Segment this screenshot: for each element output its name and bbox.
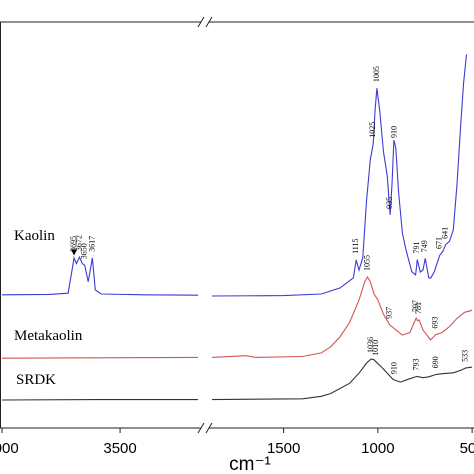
peak-label: 935 [385, 197, 394, 209]
axis-break [205, 16, 213, 28]
x-tick-label: 1500 [267, 440, 300, 457]
peak-label: 1010 [371, 340, 380, 356]
series-name: SRDK [16, 372, 56, 388]
x-tick-label: 3500 [103, 440, 136, 457]
peak-label: 1025 [368, 122, 377, 138]
spectrum-line [1, 358, 473, 401]
peak-label: 749 [420, 240, 429, 252]
x-tick-label: 4000 [0, 440, 19, 457]
peak-label: 781 [414, 302, 423, 314]
peak-label: 791 [412, 242, 421, 254]
peak-label: 793 [412, 358, 421, 370]
peak-label: 1055 [362, 255, 371, 271]
series-name: Kaolin [14, 228, 55, 244]
peak-label: 3650 [79, 243, 88, 259]
peak-label: 693 [431, 317, 440, 329]
x-tick-label: 500 [460, 440, 474, 457]
peak-label: 641 [440, 227, 449, 239]
peak-label: 671 [435, 237, 444, 249]
x-tick-label: 1000 [361, 440, 394, 457]
x-axis-label: cm⁻¹ [229, 454, 271, 474]
spectrum-line [1, 54, 468, 297]
peak-label: 937 [385, 307, 394, 319]
peak-label: 1036 [366, 337, 375, 353]
spectrum-line [1, 275, 473, 359]
axis-break [197, 422, 205, 434]
peak-label: 797 [411, 300, 420, 312]
axis-break [205, 422, 213, 434]
series-name: Metakaolin [14, 328, 83, 344]
peak-label: 910 [390, 126, 399, 138]
frame [0, 16, 474, 434]
peak-label: 3695 [69, 236, 78, 252]
peak-label: 1115 [351, 239, 360, 254]
peak-label: 690 [431, 356, 440, 368]
peak-label: 1005 [372, 66, 381, 82]
peak-arrow [71, 249, 78, 256]
peak-label: 3672 [74, 235, 83, 251]
peak-label: 910 [390, 362, 399, 374]
axis-break [197, 16, 205, 28]
peak-label: 3617 [87, 236, 96, 252]
peak-label: 533 [461, 350, 470, 362]
